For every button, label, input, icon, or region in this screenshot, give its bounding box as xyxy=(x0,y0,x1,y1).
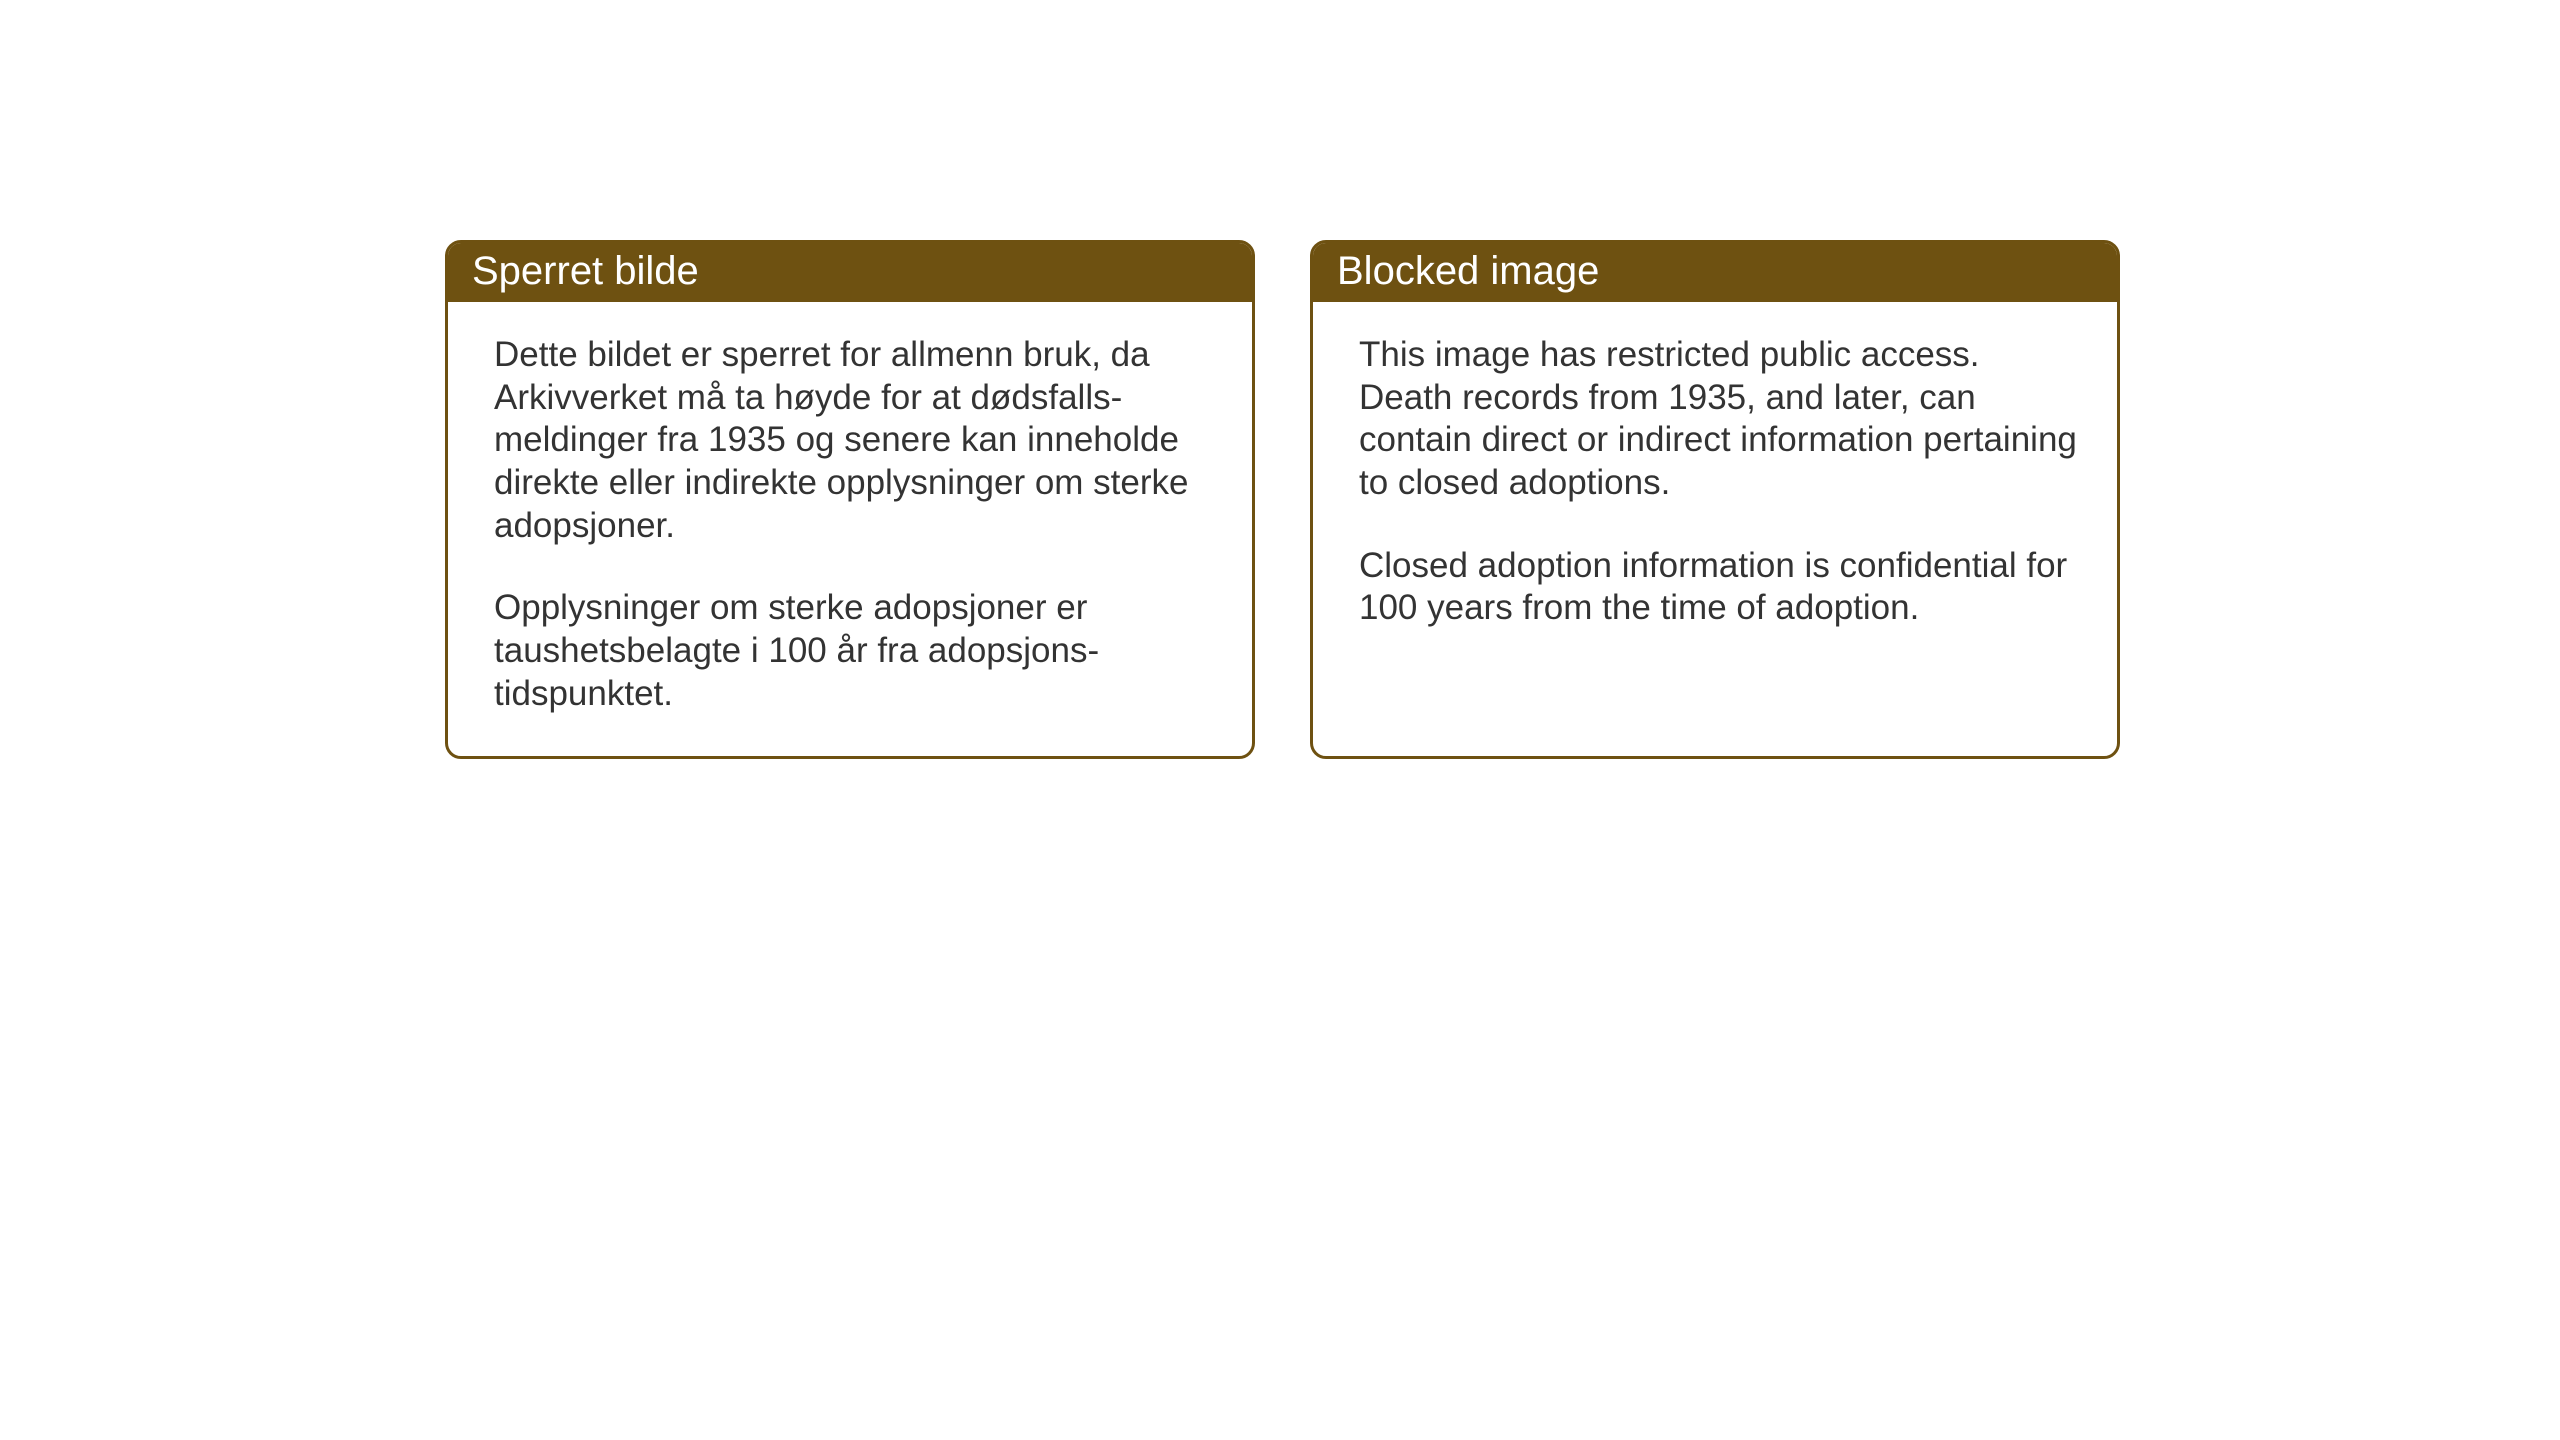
notice-paragraph-1-english: This image has restricted public access.… xyxy=(1359,334,2077,505)
notice-container: Sperret bilde Dette bildet er sperret fo… xyxy=(445,240,2120,759)
notice-header-norwegian: Sperret bilde xyxy=(448,243,1252,302)
notice-body-english: This image has restricted public access.… xyxy=(1313,302,2117,670)
notice-paragraph-2-english: Closed adoption information is confident… xyxy=(1359,545,2077,630)
notice-paragraph-2-norwegian: Opplysninger om sterke adopsjoner er tau… xyxy=(494,587,1212,715)
notice-header-english: Blocked image xyxy=(1313,243,2117,302)
notice-box-norwegian: Sperret bilde Dette bildet er sperret fo… xyxy=(445,240,1255,759)
notice-body-norwegian: Dette bildet er sperret for allmenn bruk… xyxy=(448,302,1252,756)
notice-box-english: Blocked image This image has restricted … xyxy=(1310,240,2120,759)
notice-paragraph-1-norwegian: Dette bildet er sperret for allmenn bruk… xyxy=(494,334,1212,547)
